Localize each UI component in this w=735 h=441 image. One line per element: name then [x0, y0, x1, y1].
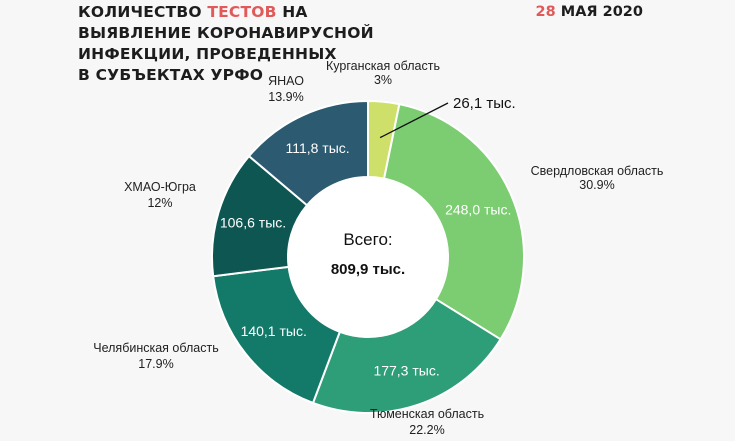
title-text-2: НА [276, 3, 308, 21]
slice-percent-label: 17.9% [138, 357, 173, 371]
slice-name-label: ЯНАО [268, 74, 304, 88]
slice-percent-label: 22.2% [409, 423, 444, 437]
title-highlight: ТЕСТОВ [207, 3, 277, 21]
slice-percent-label: 12% [147, 196, 172, 210]
slice-value-label: 248,0 тыс. [445, 202, 511, 218]
date-label: 28 МАЯ 2020 [536, 2, 643, 23]
title-line-4: В СУБЪЕКТАХ УРФО [78, 66, 264, 84]
slice-3 [212, 265, 342, 405]
date-month-year: МАЯ 2020 [555, 4, 643, 20]
title-line-2: ВЫЯВЛЕНИЕ КОРОНАВИРУСНОЙ [78, 24, 374, 42]
slice-value-label: 177,3 тыс. [373, 363, 439, 379]
center-total: 809,9 тыс. [331, 261, 405, 278]
title-line-1: КОЛИЧЕСТВО ТЕСТОВ НА [78, 2, 374, 23]
slice-name-label: ХМАО-Югра [124, 180, 196, 194]
slice-percent-label: 30.9% [579, 178, 614, 192]
slice-value-label: 106,6 тыс. [220, 215, 286, 231]
slice-1 [382, 103, 525, 341]
center-label: Всего: [343, 230, 392, 249]
slice-2 [311, 297, 502, 414]
slice-percent-label: 13.9% [268, 90, 303, 104]
slice-name-label: Курганская область [326, 59, 440, 73]
slice-5 [247, 99, 369, 207]
slice-name-label: Свердловская область [531, 164, 664, 178]
slice-value-label: 140,1 тыс. [241, 323, 307, 339]
title-text-1: КОЛИЧЕСТВО [78, 3, 208, 21]
slice-value-label: 111,8 тыс. [285, 140, 349, 156]
title-line-3: ИНФЕКЦИИ, ПРОВЕДЕННЫХ [78, 45, 337, 63]
slice-name-label: Тюменская область [370, 407, 484, 421]
slice-percent-label: 3% [374, 73, 392, 87]
donut-hole [289, 178, 447, 336]
slices-group [211, 99, 525, 414]
callout-line [379, 102, 449, 139]
slice-value-label: 26,1 тыс. [453, 95, 516, 112]
chart-title: КОЛИЧЕСТВО ТЕСТОВ НА ВЫЯВЛЕНИЕ КОРОНАВИР… [78, 2, 374, 86]
slice-name-label: Челябинская область [93, 341, 218, 355]
date-day: 28 [535, 4, 556, 20]
